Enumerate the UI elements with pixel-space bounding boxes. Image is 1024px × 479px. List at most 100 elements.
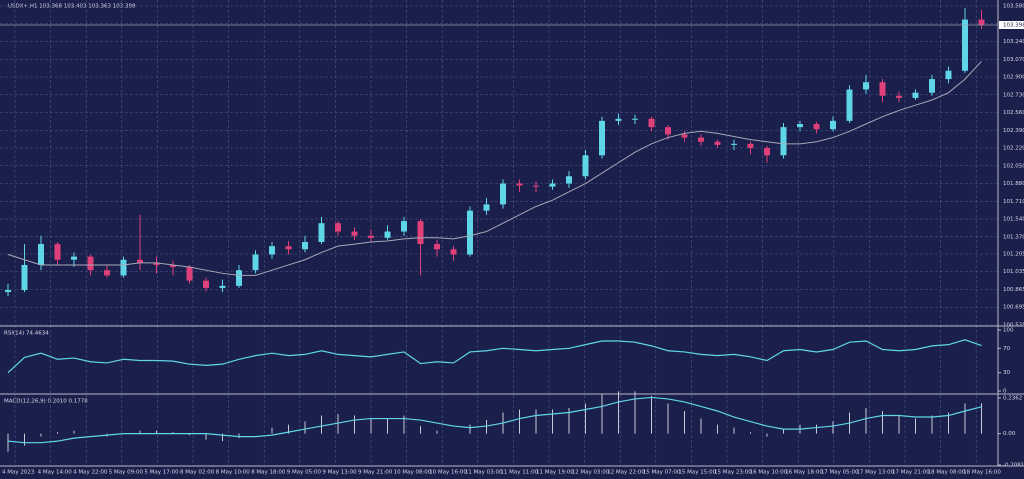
rsi-line xyxy=(7,339,982,374)
chart-title: USDX+.H1 103.368 103.403 103.363 103.398 xyxy=(8,4,136,10)
candle-body xyxy=(318,223,325,242)
x-tick-label: 9 May 05:00 xyxy=(287,470,322,476)
y-tick-label: 102.050 xyxy=(1003,163,1024,169)
y-tick-label: 102.220 xyxy=(1003,146,1024,152)
candle-body xyxy=(434,244,440,250)
x-tick-label: 17 May 13:00 xyxy=(856,470,894,476)
y-tick-label: 0.00 xyxy=(1003,431,1016,437)
candle-body xyxy=(896,95,902,98)
x-tick-label: 11 May 19:00 xyxy=(536,470,574,476)
x-tick-label: 12 May 22:00 xyxy=(607,470,645,476)
candle-body xyxy=(285,246,292,250)
x-tick-label: 17 May 21:00 xyxy=(892,470,930,476)
y-tick-label: 102.900 xyxy=(1003,75,1024,81)
candle-body xyxy=(236,270,242,286)
x-tick-label: 4 May 2023 xyxy=(2,470,35,476)
candle-body xyxy=(813,123,820,130)
x-tick-label: 12 May 03:00 xyxy=(572,470,610,476)
y-tick-label: 102.730 xyxy=(1003,92,1024,98)
candle-body xyxy=(351,231,358,236)
candle-body xyxy=(764,148,770,156)
x-tick-label: 9 May 21:00 xyxy=(358,470,393,476)
x-tick-label: 16 May 18:00 xyxy=(785,470,823,476)
x-tick-label: 15 May 15:00 xyxy=(678,470,716,476)
x-tick-label: 18 May 08:00 xyxy=(928,470,966,476)
y-tick-label: 0 xyxy=(1003,389,1007,395)
y-tick-label: 103.580 xyxy=(1003,4,1024,10)
candle-body xyxy=(681,134,688,138)
candle-body xyxy=(153,262,160,265)
candle-body xyxy=(21,264,28,291)
candle-body xyxy=(38,244,44,265)
candle-body xyxy=(879,82,886,96)
current-price-label: 103.398 xyxy=(1003,23,1024,29)
candle-body xyxy=(186,267,193,281)
y-tick-label: 70 xyxy=(1003,346,1010,352)
y-tick-label: 103.070 xyxy=(1003,57,1024,63)
moving-average xyxy=(7,61,982,276)
x-tick-label: 5 May 09:00 xyxy=(109,470,144,476)
candle-body xyxy=(648,118,655,128)
candle-body xyxy=(5,290,11,293)
x-tick-label: 18 May 16:00 xyxy=(963,470,1001,476)
x-tick-label: 16 May 10:00 xyxy=(750,470,788,476)
y-tick-label: 101.880 xyxy=(1003,181,1024,187)
x-tick-label: 17 May 05:00 xyxy=(821,470,859,476)
y-tick-label: 102.390 xyxy=(1003,128,1024,134)
candle-body xyxy=(219,285,226,288)
candle-body xyxy=(335,223,341,232)
candle-body xyxy=(714,141,721,145)
y-tick-label: 101.540 xyxy=(1003,217,1024,223)
candle-body xyxy=(203,280,209,288)
candle-body xyxy=(615,118,622,121)
candle-body xyxy=(632,118,638,120)
candle-body xyxy=(731,143,737,145)
candle-body xyxy=(747,143,754,149)
candle-body xyxy=(780,127,787,156)
candle-body xyxy=(71,256,77,260)
y-tick-label: 100.695 xyxy=(1003,305,1024,311)
candle-body xyxy=(533,185,539,187)
candle-body xyxy=(269,246,275,255)
y-tick-label: 101.710 xyxy=(1003,199,1024,205)
candle-body xyxy=(797,123,803,128)
x-tick-label: 8 May 02:00 xyxy=(180,470,215,476)
y-tick-label: 101.035 xyxy=(1003,269,1024,275)
candle-body xyxy=(500,183,506,205)
candle-body xyxy=(54,244,61,260)
y-tick-label: 30 xyxy=(1003,370,1010,376)
candle-body xyxy=(665,127,671,135)
y-tick-label: 0.2362 xyxy=(1003,396,1022,402)
x-tick-label: 10 May 08:00 xyxy=(394,470,432,476)
candle-body xyxy=(962,19,968,71)
x-tick-label: 4 May 14:00 xyxy=(38,470,73,476)
x-tick-label: 15 May 07:00 xyxy=(643,470,681,476)
macd-title: MACD(12,26,9) 0.2010 0.1778 xyxy=(4,399,88,405)
candle-body xyxy=(912,92,919,98)
y-tick-label: 100 xyxy=(1003,328,1014,334)
x-tick-label: 11 May 11:00 xyxy=(500,470,538,476)
candle-body xyxy=(830,120,836,130)
current-price-box xyxy=(999,21,1024,30)
candle-body xyxy=(863,82,869,90)
candle-body xyxy=(417,221,424,245)
x-tick-label: 8 May 18:00 xyxy=(251,470,286,476)
signal-line xyxy=(7,396,982,444)
candle-body xyxy=(549,183,556,187)
y-tick-label: 101.205 xyxy=(1003,251,1024,257)
x-tick-label: 4 May 22:00 xyxy=(73,470,108,476)
x-tick-label: 5 May 17:00 xyxy=(144,470,179,476)
candle-body xyxy=(104,270,110,276)
candle-body xyxy=(137,259,143,263)
candle-body xyxy=(450,249,457,255)
candle-body xyxy=(302,241,308,250)
candle-body xyxy=(368,235,374,238)
candle-body xyxy=(467,210,473,255)
rsi-title: RSI(14) 74.4634 xyxy=(4,331,49,337)
candle-body xyxy=(599,120,605,156)
x-tick-label: 8 May 10:00 xyxy=(216,470,251,476)
candle-body xyxy=(846,89,853,121)
candle-body xyxy=(698,137,704,142)
